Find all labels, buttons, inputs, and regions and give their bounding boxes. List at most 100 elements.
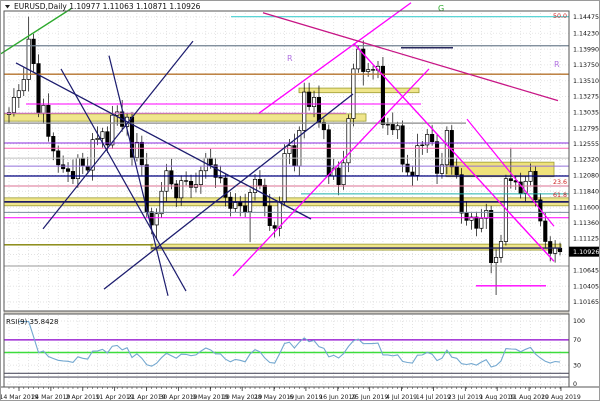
candle	[257, 178, 262, 186]
fib-level-label: 61.8	[553, 192, 567, 199]
price-axis-label: 1.14475	[573, 14, 599, 21]
candle	[366, 69, 371, 72]
candle	[316, 96, 322, 123]
candle	[557, 247, 563, 253]
trendlines	[1, 2, 559, 296]
candle	[405, 163, 410, 173]
symbol-dropdown-arrow-icon[interactable]	[5, 5, 10, 9]
candle	[65, 168, 71, 172]
price-axis-label: 1.13510	[573, 78, 599, 85]
candle	[553, 247, 558, 254]
trendline-letter-label: G	[438, 4, 444, 13]
rsi-line	[18, 321, 561, 368]
candle	[70, 171, 76, 180]
date-axis-label: 4 Jul 2019	[386, 394, 417, 401]
candle	[41, 104, 46, 114]
date-axis-label: 30 Apr 2019	[159, 394, 197, 401]
candle	[243, 205, 248, 213]
current-price-badge	[569, 246, 599, 257]
price-axis-label: 1.10645	[573, 267, 599, 274]
date-axis-label: 19 May 2019	[222, 394, 262, 401]
candle	[149, 211, 154, 226]
date-axis-label: 23 Jul 2019	[448, 394, 483, 401]
rsi-indicator-label: RSI(9) 35.8428	[6, 318, 58, 326]
rsi-axis-label: 30	[573, 362, 581, 369]
candle	[474, 216, 479, 229]
price-axis-label: 1.13990	[573, 46, 599, 53]
date-axis-label: 11 Aug 2019	[509, 394, 549, 401]
candle	[188, 180, 194, 188]
date-axis-label: 16 Jun 2019	[319, 394, 356, 401]
price-axis-label: 1.12555	[573, 141, 599, 148]
price-axis-label: 1.11600	[573, 204, 599, 211]
candle	[307, 91, 312, 107]
object-labels: 50.0 23.6 61.8 G R R	[287, 4, 567, 199]
candle	[439, 164, 445, 174]
price-axis-label: 1.11125	[573, 236, 599, 243]
price-axis-label: 1.10405	[573, 283, 599, 290]
candle	[494, 257, 499, 264]
date-axis-label: 2 Apr 2019	[66, 394, 100, 401]
rsi-axis-label: 100	[573, 318, 585, 325]
rsi-pane	[4, 321, 569, 378]
date-axis-label: 14 Jul 2019	[416, 394, 451, 401]
candle	[341, 162, 346, 185]
candle	[380, 65, 385, 125]
date-axis-label: 28 May 2019	[254, 394, 294, 401]
candle	[508, 178, 513, 182]
candle	[233, 202, 238, 209]
candle	[498, 241, 504, 258]
candle	[326, 129, 331, 177]
date-axis-label: 1 Aug 2019	[479, 394, 515, 401]
price-axis-label: 1.12795	[573, 125, 599, 132]
candle	[287, 145, 292, 154]
price-axis-label: 1.11360	[573, 220, 599, 227]
candle	[371, 69, 376, 71]
price-axis: 1.14475 1.14230 1.13990 1.13750 1.13510 1.132…	[569, 14, 599, 306]
candle	[484, 210, 489, 219]
candle	[26, 38, 31, 80]
candle	[434, 141, 440, 174]
candle	[228, 196, 233, 209]
date-axis-label: 24 Mar 2019	[31, 394, 70, 401]
price-axis-label: 1.11840	[573, 188, 599, 195]
candle	[174, 183, 179, 199]
price-axis-label: 1.12320	[573, 157, 599, 164]
candle	[164, 170, 169, 192]
candle	[184, 180, 189, 182]
candle	[356, 48, 361, 70]
date-axis-label: 21 Apr 2019	[127, 394, 165, 401]
candle	[282, 153, 287, 203]
candle	[400, 125, 405, 165]
candle	[179, 180, 184, 199]
candle	[351, 68, 356, 119]
candle	[454, 166, 459, 176]
candle	[479, 218, 484, 229]
candle	[154, 213, 159, 226]
chart-title: EURUSD,Daily 1.10977 1.11063 1.10871 1.1…	[14, 2, 201, 11]
candle	[543, 220, 548, 242]
candle	[464, 212, 469, 221]
candle	[385, 124, 390, 126]
date-axis-label: 11 Apr 2019	[96, 394, 134, 401]
price-axis-label: 1.13275	[573, 94, 599, 101]
candle	[213, 164, 218, 178]
candle	[46, 104, 51, 137]
rsi-axis-label: 0	[573, 381, 577, 388]
candle	[90, 139, 95, 171]
candle	[361, 48, 366, 72]
candle	[223, 177, 228, 198]
candle	[51, 136, 56, 152]
candle	[134, 141, 139, 158]
date-axis-label: 14 Mar 2019	[1, 394, 39, 401]
candle	[267, 205, 272, 226]
candle	[410, 171, 415, 176]
candle	[238, 202, 243, 207]
candle	[95, 137, 100, 141]
candle	[523, 180, 528, 194]
candle	[36, 63, 41, 114]
candle	[85, 165, 90, 171]
trendline-letter-label: R	[287, 54, 293, 63]
